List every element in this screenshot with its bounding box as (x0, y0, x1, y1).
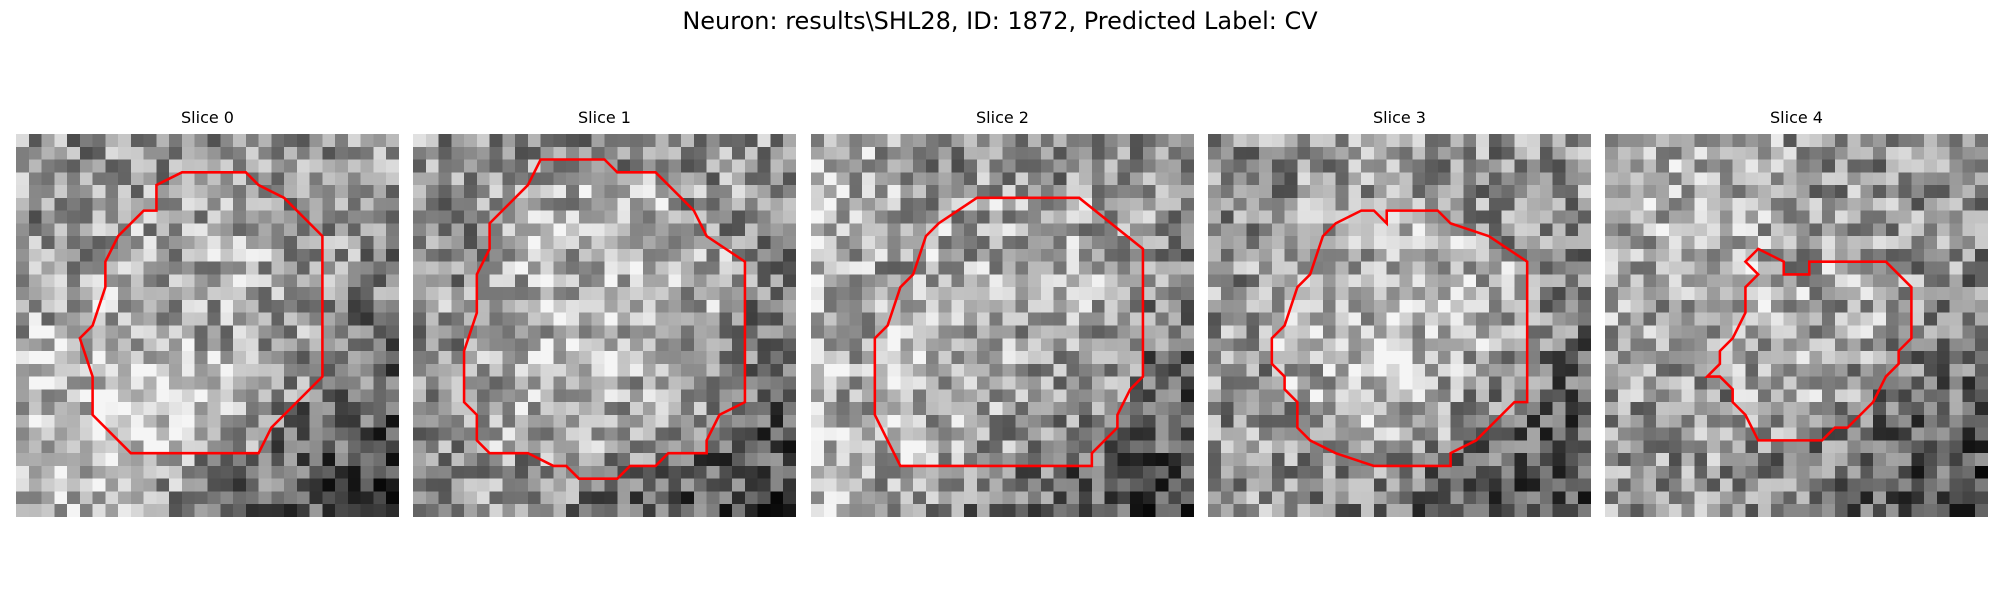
slice-image-1 (413, 134, 796, 517)
slice-overlay-1 (462, 158, 747, 480)
slice-panel-1: Slice 1 (413, 108, 796, 517)
contour-outline-0 (78, 171, 324, 455)
slice-panel-4: Slice 4 (1605, 108, 1988, 517)
slice-overlay-3 (1270, 209, 1529, 468)
slice-panel-0: Slice 0 (16, 108, 399, 517)
slice-image-4 (1605, 134, 1988, 517)
figure-title: Neuron: results\SHL28, ID: 1872, Predict… (682, 7, 1318, 35)
slice-overlay-0 (78, 171, 324, 455)
slice-overlay-4 (1704, 247, 1913, 442)
slice-title-3: Slice 3 (1373, 108, 1426, 127)
slice-title-1: Slice 1 (578, 108, 631, 127)
contour-outline-2 (873, 196, 1145, 468)
slice-title-4: Slice 4 (1770, 108, 1823, 127)
slice-panel-2: Slice 2 (811, 108, 1194, 517)
contour-outline-1 (462, 158, 747, 480)
slice-title-0: Slice 0 (181, 108, 234, 127)
contour-outline-3 (1270, 209, 1529, 468)
slice-panel-3: Slice 3 (1208, 108, 1591, 517)
slice-title-2: Slice 2 (976, 108, 1029, 127)
slice-overlay-2 (873, 196, 1145, 468)
contour-outline-4 (1704, 247, 1913, 442)
